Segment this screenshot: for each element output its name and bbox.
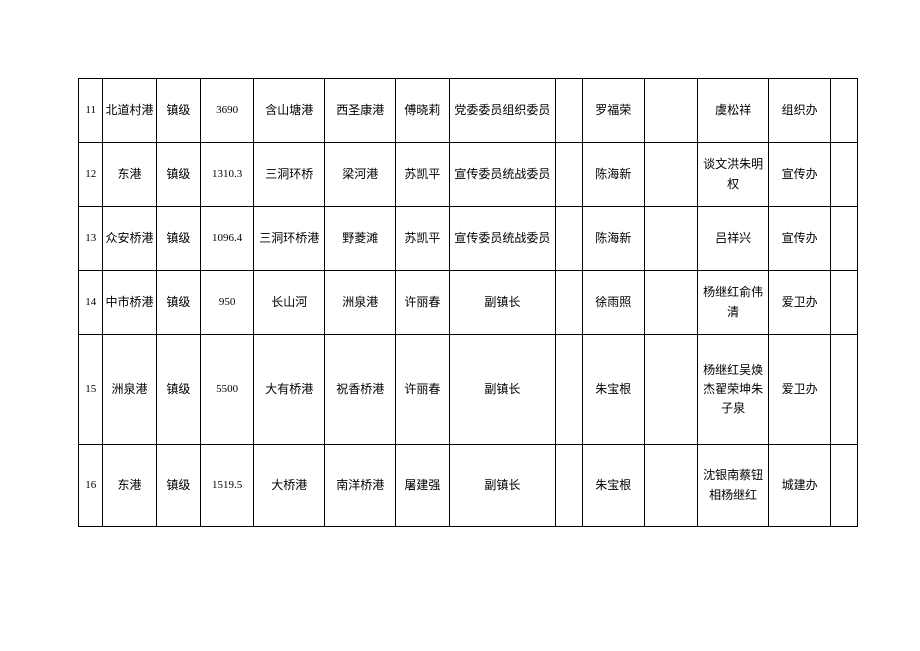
cell-role: 副镇长	[449, 445, 556, 527]
table-row: 15洲泉港镇级5500大有桥港祝香桥港许丽春副镇长朱宝根杨继红吴焕杰翟荣坤朱子泉…	[79, 335, 858, 445]
cell-empty1	[556, 271, 583, 335]
cell-num: 950	[201, 271, 254, 335]
cell-col_a: 含山塘港	[254, 79, 325, 143]
cell-name: 洲泉港	[103, 335, 156, 445]
cell-num: 1310.3	[201, 143, 254, 207]
cell-empty2	[644, 79, 697, 143]
cell-empty1	[556, 445, 583, 527]
cell-col_b: 祝香桥港	[325, 335, 396, 445]
cell-num: 3690	[201, 79, 254, 143]
cell-idx: 11	[79, 79, 103, 143]
cell-person2: 陈海新	[582, 207, 644, 271]
cell-empty2	[644, 143, 697, 207]
cell-dept: 爱卫办	[769, 271, 831, 335]
cell-col_a: 三洞环桥港	[254, 207, 325, 271]
cell-col_a: 大有桥港	[254, 335, 325, 445]
cell-person2: 陈海新	[582, 143, 644, 207]
cell-role: 副镇长	[449, 335, 556, 445]
cell-person3: 吕祥兴	[698, 207, 769, 271]
cell-name: 众安桥港	[103, 207, 156, 271]
cell-empty2	[644, 445, 697, 527]
cell-name: 东港	[103, 143, 156, 207]
cell-empty1	[556, 207, 583, 271]
cell-level: 镇级	[156, 271, 200, 335]
cell-person3: 虞松祥	[698, 79, 769, 143]
cell-person2: 徐雨照	[582, 271, 644, 335]
cell-col_b: 野菱滩	[325, 207, 396, 271]
cell-col_a: 大桥港	[254, 445, 325, 527]
cell-person: 许丽春	[396, 335, 449, 445]
cell-level: 镇级	[156, 79, 200, 143]
cell-dept: 城建办	[769, 445, 831, 527]
cell-dept: 爱卫办	[769, 335, 831, 445]
cell-name: 北道村港	[103, 79, 156, 143]
cell-empty3	[831, 207, 858, 271]
cell-num: 5500	[201, 335, 254, 445]
cell-role: 党委委员组织委员	[449, 79, 556, 143]
table-container: 11北道村港镇级3690含山塘港西圣康港傅晓莉党委委员组织委员罗福荣虞松祥组织办…	[78, 78, 858, 527]
cell-col_b: 南洋桥港	[325, 445, 396, 527]
cell-idx: 13	[79, 207, 103, 271]
cell-person2: 罗福荣	[582, 79, 644, 143]
cell-empty3	[831, 79, 858, 143]
cell-idx: 12	[79, 143, 103, 207]
cell-person: 屠建强	[396, 445, 449, 527]
cell-role: 副镇长	[449, 271, 556, 335]
cell-level: 镇级	[156, 335, 200, 445]
cell-person3: 谈文洪朱明权	[698, 143, 769, 207]
table-row: 11北道村港镇级3690含山塘港西圣康港傅晓莉党委委员组织委员罗福荣虞松祥组织办	[79, 79, 858, 143]
cell-col_a: 三洞环桥	[254, 143, 325, 207]
cell-name: 东港	[103, 445, 156, 527]
cell-person3: 杨继红俞伟清	[698, 271, 769, 335]
cell-empty3	[831, 143, 858, 207]
cell-empty1	[556, 79, 583, 143]
cell-empty3	[831, 271, 858, 335]
cell-level: 镇级	[156, 143, 200, 207]
cell-dept: 宣传办	[769, 207, 831, 271]
cell-idx: 15	[79, 335, 103, 445]
cell-num: 1096.4	[201, 207, 254, 271]
table-row: 14中市桥港镇级950长山河洲泉港许丽春副镇长徐雨照杨继红俞伟清爱卫办	[79, 271, 858, 335]
cell-empty2	[644, 335, 697, 445]
data-table: 11北道村港镇级3690含山塘港西圣康港傅晓莉党委委员组织委员罗福荣虞松祥组织办…	[78, 78, 858, 527]
cell-empty2	[644, 207, 697, 271]
cell-level: 镇级	[156, 207, 200, 271]
cell-level: 镇级	[156, 445, 200, 527]
cell-person2: 朱宝根	[582, 335, 644, 445]
cell-col_b: 西圣康港	[325, 79, 396, 143]
cell-empty2	[644, 271, 697, 335]
cell-name: 中市桥港	[103, 271, 156, 335]
cell-person: 苏凯平	[396, 207, 449, 271]
cell-dept: 组织办	[769, 79, 831, 143]
cell-person: 许丽春	[396, 271, 449, 335]
cell-col_a: 长山河	[254, 271, 325, 335]
cell-empty3	[831, 445, 858, 527]
cell-empty1	[556, 143, 583, 207]
cell-idx: 16	[79, 445, 103, 527]
table-row: 16东港镇级1519.5大桥港南洋桥港屠建强副镇长朱宝根沈银南蔡钮相杨继红城建办	[79, 445, 858, 527]
cell-role: 宣传委员统战委员	[449, 143, 556, 207]
cell-col_b: 洲泉港	[325, 271, 396, 335]
cell-person3: 杨继红吴焕杰翟荣坤朱子泉	[698, 335, 769, 445]
cell-dept: 宣传办	[769, 143, 831, 207]
cell-empty1	[556, 335, 583, 445]
cell-person2: 朱宝根	[582, 445, 644, 527]
cell-idx: 14	[79, 271, 103, 335]
cell-person: 苏凯平	[396, 143, 449, 207]
cell-role: 宣传委员统战委员	[449, 207, 556, 271]
table-row: 13众安桥港镇级1096.4三洞环桥港野菱滩苏凯平宣传委员统战委员陈海新吕祥兴宣…	[79, 207, 858, 271]
cell-num: 1519.5	[201, 445, 254, 527]
cell-empty3	[831, 335, 858, 445]
table-row: 12东港镇级1310.3三洞环桥梁河港苏凯平宣传委员统战委员陈海新谈文洪朱明权宣…	[79, 143, 858, 207]
cell-person3: 沈银南蔡钮相杨继红	[698, 445, 769, 527]
cell-person: 傅晓莉	[396, 79, 449, 143]
cell-col_b: 梁河港	[325, 143, 396, 207]
